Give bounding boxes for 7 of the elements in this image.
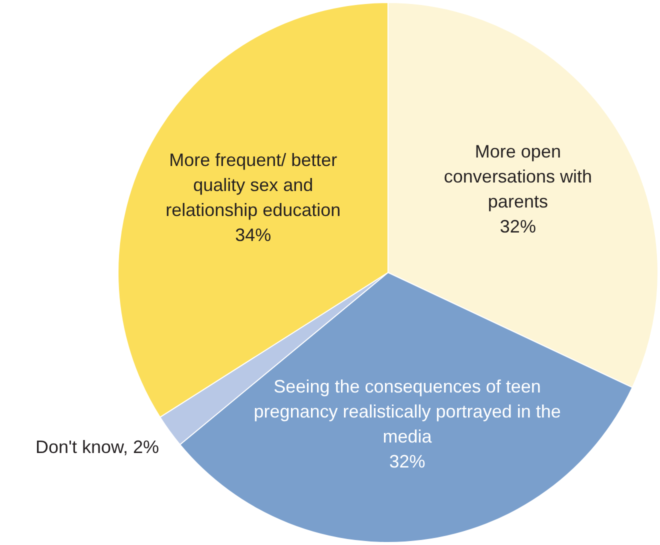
slice-label: More frequent/ better quality sex and relationship education <box>166 150 341 220</box>
slice-label: Don't know, 2% <box>35 436 160 457</box>
slice-label: Seeing the consequences of teen pregnancy realistically portrayed in the media <box>254 376 561 447</box>
slice-label: More open conversations with parents <box>444 142 592 212</box>
data-label: 32% <box>500 216 536 237</box>
data-label: 34% <box>235 224 272 245</box>
data-label: 32% <box>389 452 426 472</box>
